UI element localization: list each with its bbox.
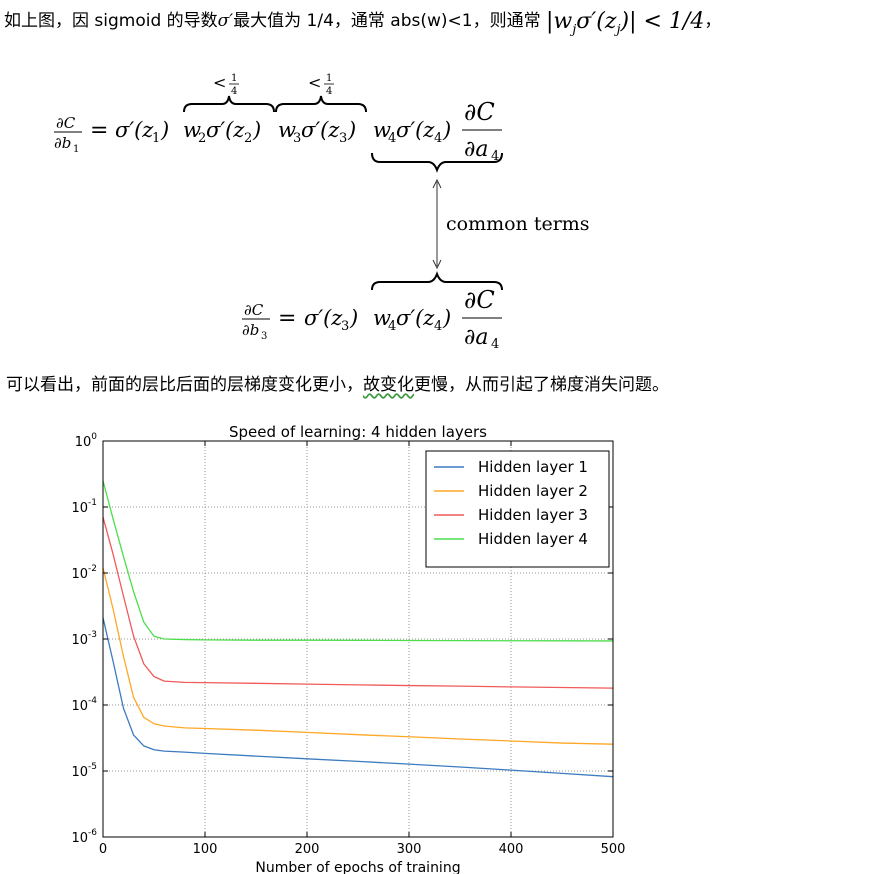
svg-text:4: 4 <box>434 319 442 334</box>
svg-text:4: 4 <box>388 319 396 334</box>
x-tick-label: 500 <box>601 842 626 857</box>
svg-text:4: 4 <box>388 131 396 146</box>
svg-text:): ) <box>349 306 358 330</box>
svg-text:=: = <box>278 306 296 331</box>
chart-legend: Hidden layer 1 Hidden layer 2 Hidden layer… <box>425 450 610 568</box>
term-w4-sigma-z4: w <box>373 118 391 142</box>
svg-text:1: 1 <box>73 144 79 155</box>
x-tick-label: 100 <box>193 842 218 857</box>
legend-label-2: Hidden layer 2 <box>478 482 588 500</box>
svg-text:2: 2 <box>198 131 206 146</box>
y-tick-label: 10-5 <box>71 762 97 780</box>
svg-text:∂C: ∂C <box>244 301 264 319</box>
term-w2-sigma-z2: w <box>183 118 201 142</box>
intro-line: 如上图，因 sigmoid 的导数σ′最大值为 1/4，通常 abs(w)<1，… <box>4 6 722 38</box>
x-tick-label: 300 <box>397 842 422 857</box>
intro-prefix: 如上图，因 sigmoid 的导数 <box>4 11 218 31</box>
equation-figure: ∂C ∂b 1 = σ′(z 1 ) w 2 σ′(z 2 ) w 3 σ′(z… <box>54 73 590 352</box>
common-terms-label: common terms <box>446 213 590 235</box>
series-line-2 <box>102 567 614 745</box>
legend-label-4: Hidden layer 4 <box>478 530 588 548</box>
svg-text:∂b: ∂b <box>242 321 259 339</box>
legend-label-3: Hidden layer 3 <box>478 506 588 524</box>
term-w3-sigma-z3: w <box>278 118 296 142</box>
series-line-3 <box>102 517 614 689</box>
overbrace-bottom <box>371 271 503 291</box>
svg-text:4: 4 <box>326 86 332 97</box>
x-tick-label: 400 <box>499 842 524 857</box>
svg-text:): ) <box>442 118 451 142</box>
y-tick-label: 10-6 <box>71 828 97 846</box>
y-tick-label: 10-3 <box>71 630 97 648</box>
underbrace-top <box>371 152 503 173</box>
chart-series <box>102 480 614 778</box>
chart-title: Speed of learning: 4 hidden layers <box>229 423 487 441</box>
svg-text:w: w <box>373 306 391 330</box>
brace-label-1: < 1 4 <box>213 73 239 97</box>
svg-text:1: 1 <box>152 131 160 146</box>
sigma-prime: σ′ <box>217 11 234 31</box>
svg-text:∂C: ∂C <box>464 286 495 314</box>
overbrace-2 <box>275 95 367 113</box>
svg-text:4: 4 <box>491 149 499 164</box>
svg-text:σ′(z: σ′(z <box>206 118 245 142</box>
inline-math: |wjσ′(zj)| < 1/4 <box>546 9 705 38</box>
svg-text:3: 3 <box>341 319 349 334</box>
svg-text:σ′(z: σ′(z <box>396 306 435 330</box>
x-tick-label: 200 <box>295 842 320 857</box>
svg-text:3: 3 <box>339 131 347 146</box>
svg-text:∂b: ∂b <box>54 134 71 152</box>
svg-text:): ) <box>347 118 356 142</box>
dc-db3-fraction: ∂C ∂b 3 <box>242 301 270 342</box>
svg-text:): ) <box>160 118 169 142</box>
chart-ticks: 0 100 200 300 400 500 100 10-1 10-2 10-3 10-4 10-5 1… <box>71 432 625 857</box>
svg-text:1: 1 <box>326 73 332 84</box>
intro-mid: 最大值为 1/4，通常 abs(w)<1，则通常 <box>233 11 541 31</box>
svg-text:σ′(z: σ′(z <box>301 118 340 142</box>
svg-text:=: = <box>90 118 108 143</box>
y-tick-label: 10-4 <box>71 696 97 714</box>
legend-label-1: Hidden layer 1 <box>478 458 588 476</box>
conclusion-underlined: 故变化 <box>363 375 414 395</box>
learning-speed-chart: Speed of learning: 4 hidden layers 0 100 2… <box>71 423 625 874</box>
svg-text:σ′(z: σ′(z <box>396 118 435 142</box>
term-sigma-z1: σ′(z <box>115 118 154 142</box>
y-tick-label: 10-2 <box>71 564 97 582</box>
svg-text:4: 4 <box>231 86 237 97</box>
svg-text:): ) <box>252 118 261 142</box>
svg-text:σ′(z: σ′(z <box>304 306 343 330</box>
series-line-4 <box>102 480 614 642</box>
svg-text:4: 4 <box>434 131 442 146</box>
dc-da4-fraction-bottom: ∂C ∂a 4 <box>462 286 502 352</box>
x-tick-label: 0 <box>99 842 107 857</box>
svg-text:): ) <box>442 306 451 330</box>
y-tick-label: 10-1 <box>71 498 97 516</box>
svg-text:∂C: ∂C <box>464 98 495 126</box>
svg-text:4: 4 <box>491 337 499 352</box>
intro-suffix: ， <box>704 11 722 31</box>
x-axis-label: Number of epochs of training <box>255 860 460 874</box>
svg-text:3: 3 <box>261 331 267 342</box>
conclusion-prefix: 可以看出，前面的层比后面的层梯度变化更小， <box>6 375 363 395</box>
svg-text:∂C: ∂C <box>56 114 76 132</box>
svg-text:2: 2 <box>244 131 252 146</box>
svg-text:∂a: ∂a <box>464 137 489 162</box>
dc-db1-fraction: ∂C ∂b 1 <box>54 114 82 155</box>
overbrace-1 <box>183 95 275 113</box>
svg-text:<: < <box>308 73 321 92</box>
svg-text:<: < <box>213 73 226 92</box>
y-tick-label: 100 <box>75 432 98 450</box>
conclusion-line: 可以看出，前面的层比后面的层梯度变化更小，故变化更慢，从而引起了梯度消失问题。 <box>6 370 669 395</box>
brace-label-2: < 1 4 <box>308 73 334 97</box>
series-line-1 <box>102 617 614 778</box>
svg-text:∂a: ∂a <box>464 325 489 350</box>
svg-text:3: 3 <box>293 131 301 146</box>
legend-box <box>425 450 610 568</box>
dc-da4-fraction-top: ∂C ∂a 4 <box>462 98 502 164</box>
svg-text:1: 1 <box>231 73 237 84</box>
conclusion-suffix: 更慢，从而引起了梯度消失问题。 <box>414 375 669 395</box>
